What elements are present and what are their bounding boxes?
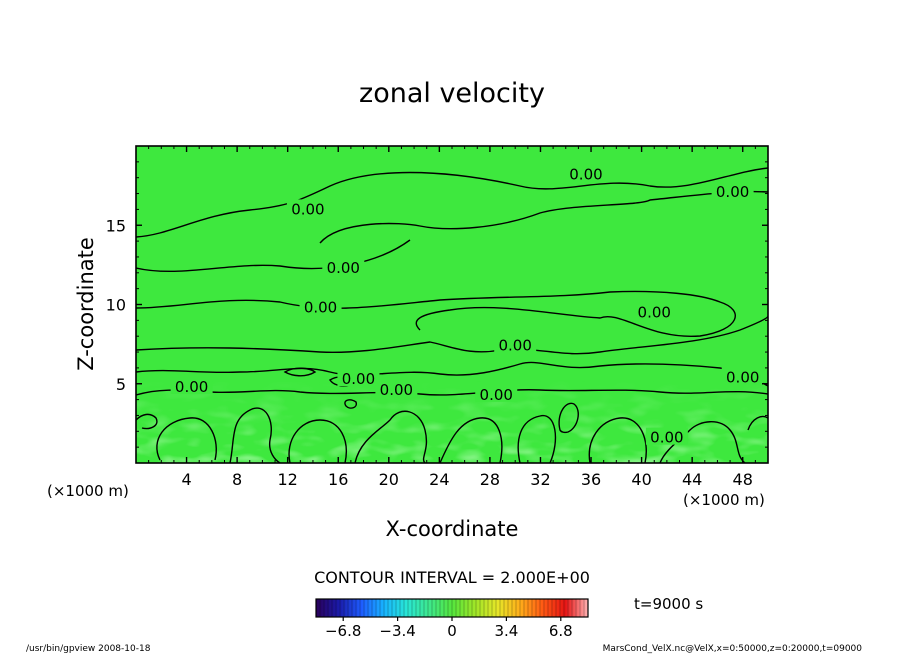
contour-labels: 0.00 0.00 0.00 0.00 0.00 0.00 0.00 0.00 0.00 0.00… xyxy=(170,164,764,447)
time-label: t=9000 s xyxy=(634,595,703,613)
contour-label: 0.00 xyxy=(498,337,531,355)
y-axis-ticks: 5 10 15 xyxy=(106,161,768,448)
x-tick-label: 28 xyxy=(480,470,500,489)
x-tick-label: 8 xyxy=(232,470,242,489)
footer-right: MarsCond_VelX.nc@VelX,x=0:50000,z=0:2000… xyxy=(603,644,863,654)
y-tick-label: 10 xyxy=(106,296,126,315)
footer-left: /usr/bin/gpview 2008-10-18 xyxy=(26,644,151,654)
x-axis-ticks: 4 8 12 16 20 24 28 32 36 40 44 48 xyxy=(148,146,756,489)
colorbar-gradient xyxy=(316,599,588,617)
x-tick-label: 32 xyxy=(530,470,550,489)
colorbar-tick-label: 0 xyxy=(447,622,457,640)
contour-label-bg xyxy=(475,384,518,402)
x-tick-label: 16 xyxy=(328,470,348,489)
contour-line xyxy=(229,407,281,463)
y-tick-label: 5 xyxy=(116,375,126,394)
x-tick-label: 48 xyxy=(733,470,753,489)
contour-line xyxy=(283,367,317,377)
contour-label-bg xyxy=(633,302,676,320)
contour-line xyxy=(319,190,768,244)
contour-label-bg xyxy=(322,258,365,276)
contour-label-bg xyxy=(645,427,688,445)
x-tick-label: 4 xyxy=(181,470,191,489)
contour-label-bg xyxy=(337,368,380,386)
contour-line xyxy=(136,239,411,273)
contour-label: 0.00 xyxy=(716,183,749,201)
chart-title: zonal velocity xyxy=(359,78,545,109)
plot-area: 0.00 0.00 0.00 0.00 0.00 0.00 0.00 0.00 0.00 0.00… xyxy=(106,145,769,489)
contour-label-bg xyxy=(721,367,764,385)
colorbar-tick-label: −6.8 xyxy=(325,622,361,640)
contour-line xyxy=(156,417,217,461)
contour-line xyxy=(136,389,768,396)
contour-label: 0.00 xyxy=(175,378,208,396)
contour-line xyxy=(558,402,579,434)
contour-label: 0.00 xyxy=(304,299,337,317)
contour-interval-text: CONTOUR INTERVAL = 2.000E+00 xyxy=(314,568,590,587)
contour-line xyxy=(136,361,768,387)
contour-line xyxy=(747,415,768,431)
x-tick-label: 12 xyxy=(278,470,298,489)
colorbar-tick-label: 6.8 xyxy=(549,622,573,640)
contour-label-bg xyxy=(375,380,418,398)
contour-label: 0.00 xyxy=(291,200,324,218)
colorbar-tick-label: −3.4 xyxy=(379,622,415,640)
colorbar-tick-label: 3.4 xyxy=(494,622,518,640)
contour-label-bg xyxy=(170,376,213,394)
y-tick-label: 15 xyxy=(106,216,126,235)
colorbar: −6.8 −3.4 0 3.4 6.8 xyxy=(315,598,589,640)
contour-label: 0.00 xyxy=(380,381,413,399)
x-tick-label: 40 xyxy=(631,470,651,489)
x-tick-label: 44 xyxy=(682,470,702,489)
x-unit-label-right: (×1000 m) xyxy=(683,491,765,509)
contour-label: 0.00 xyxy=(650,429,683,447)
contour-label: 0.00 xyxy=(480,386,513,404)
contour-label: 0.00 xyxy=(726,368,759,386)
x-unit-label-left: (×1000 m) xyxy=(47,482,129,500)
contour-label-bg xyxy=(494,335,537,353)
x-tick-label: 36 xyxy=(581,470,601,489)
contour-label: 0.00 xyxy=(327,259,360,277)
contour-label: 0.00 xyxy=(638,303,671,321)
contour-line xyxy=(344,399,358,409)
contour-label-bg xyxy=(711,181,754,199)
contour-line xyxy=(288,419,347,463)
contour-label: 0.00 xyxy=(342,370,375,388)
contour-label-bg xyxy=(299,297,342,315)
contour-line xyxy=(588,417,647,463)
y-axis-label: Z-coordinate xyxy=(74,237,98,371)
contour-label-bg xyxy=(286,199,329,217)
contour-line xyxy=(136,413,158,430)
x-axis-label: X-coordinate xyxy=(386,517,519,541)
contour-label-bg xyxy=(564,164,607,182)
contour-line xyxy=(354,410,428,463)
contour-line xyxy=(136,167,768,238)
contour-line xyxy=(439,417,503,463)
x-tick-label: 24 xyxy=(429,470,449,489)
contour-line xyxy=(659,421,746,463)
contour-line xyxy=(517,415,557,463)
contour-lines xyxy=(136,167,768,463)
x-tick-label: 20 xyxy=(379,470,399,489)
contour-label: 0.00 xyxy=(569,166,602,184)
